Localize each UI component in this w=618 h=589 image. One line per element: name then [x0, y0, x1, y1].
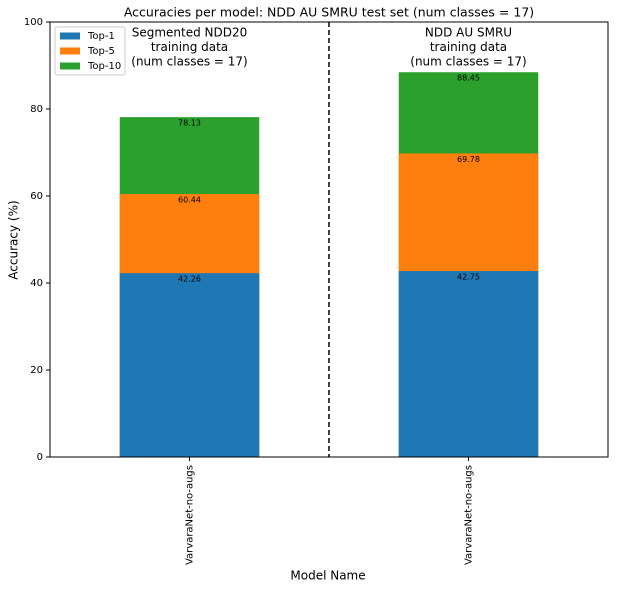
- chart-title: Accuracies per model: NDD AU SMRU test s…: [124, 5, 534, 20]
- legend-swatch: [60, 47, 80, 55]
- annotation: training data: [151, 40, 228, 54]
- bar: [398, 271, 539, 457]
- y-tick-label: 100: [24, 17, 43, 28]
- legend-label: Top-10: [87, 61, 121, 72]
- x-axis-label: Model Name: [290, 569, 365, 583]
- y-tick-label: 80: [30, 104, 43, 115]
- data-label: 69.78: [457, 155, 480, 164]
- x-tick-label: VarvaraNet-no-augs: [464, 465, 475, 565]
- data-label: 88.45: [457, 74, 480, 83]
- y-tick-label: 60: [30, 191, 43, 202]
- data-label: 42.75: [457, 273, 480, 282]
- annotation: NDD AU SMRU: [425, 26, 512, 40]
- annotation: Segmented NDD20: [132, 26, 248, 40]
- annotation: training data: [430, 40, 507, 54]
- legend-swatch: [60, 32, 80, 40]
- x-tick-label: VarvaraNet-no-augs: [185, 465, 196, 565]
- data-label: 42.26: [178, 275, 201, 284]
- bar: [119, 273, 260, 457]
- axes-frame: [49, 21, 609, 458]
- y-tick-label: 0: [37, 452, 43, 463]
- y-tick-label: 20: [30, 365, 43, 376]
- y-tick-label: 40: [30, 278, 43, 289]
- annotation: (num classes = 17): [410, 55, 526, 69]
- annotation: (num classes = 17): [131, 55, 247, 69]
- data-label: 60.44: [178, 196, 201, 205]
- legend-label: Top-5: [87, 46, 115, 57]
- legend-swatch: [60, 62, 80, 70]
- y-axis-label: Accuracy (%): [7, 200, 21, 279]
- legend-label: Top-1: [87, 31, 115, 42]
- data-label: 78.13: [178, 119, 201, 128]
